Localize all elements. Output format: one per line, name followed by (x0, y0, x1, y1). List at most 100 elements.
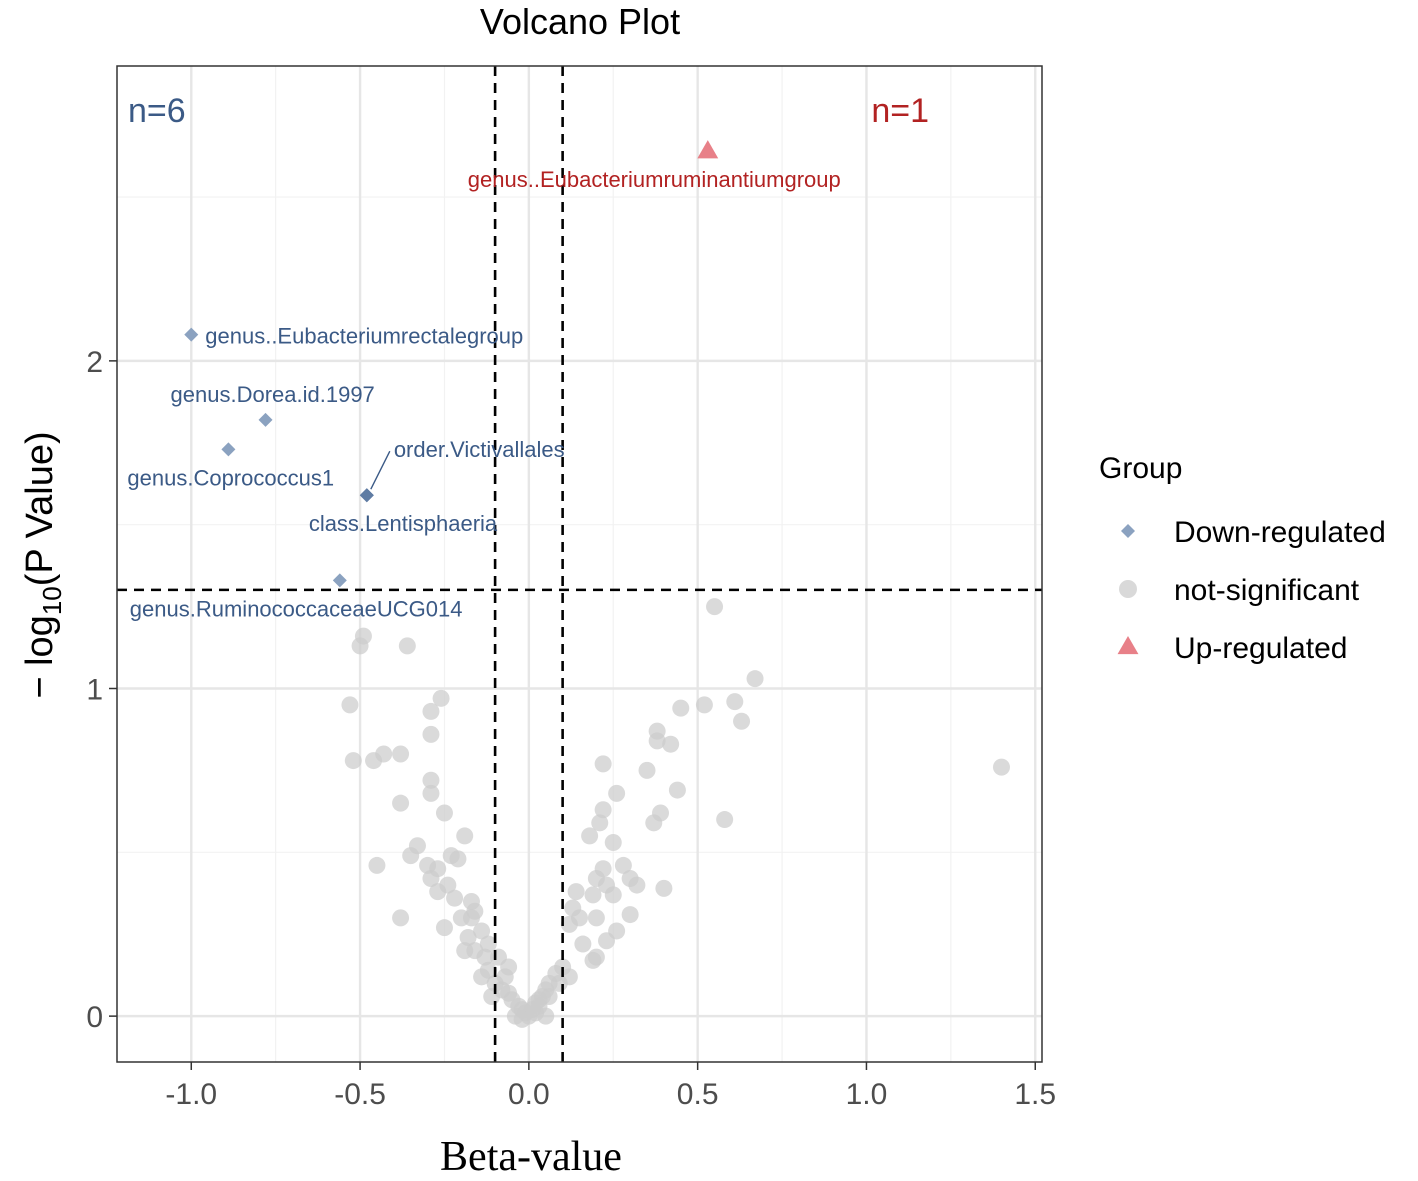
y-tick-label: 1 (86, 674, 103, 707)
not-significant-point (459, 929, 477, 946)
not-significant-point (422, 771, 440, 789)
not-significant-point (446, 889, 464, 907)
x-tick-label: 0.0 (508, 1078, 550, 1111)
not-significant-point (591, 814, 609, 832)
y-axis-label-subscript: 10 (37, 586, 67, 615)
not-significant-point (496, 968, 514, 986)
not-significant-point (992, 758, 1010, 776)
not-significant-point (695, 696, 713, 714)
grid-lines (117, 66, 1042, 1062)
not-significant-point (733, 712, 751, 730)
not-significant-point (473, 922, 491, 940)
not-significant-point (746, 670, 764, 688)
not-significant-point (668, 781, 686, 799)
y-axis-label-prefix: − log (19, 615, 61, 698)
significant-points (184, 140, 719, 588)
not-significant-point (550, 974, 568, 992)
not-significant-point (537, 1007, 555, 1025)
not-significant-point (584, 886, 602, 904)
not-significant-point (706, 598, 724, 616)
not-significant-point (726, 693, 744, 711)
not-significant-point (429, 883, 447, 901)
down-regulated-point (332, 573, 347, 588)
not-significant-point (435, 804, 453, 822)
not-significant-point (587, 909, 605, 927)
x-tick-label: 1.0 (846, 1078, 888, 1111)
not-significant-point (648, 732, 666, 750)
not-significant-point (560, 915, 578, 933)
x-tick-label: -0.5 (334, 1078, 386, 1111)
not-significant-point (594, 801, 612, 819)
up-regulated-count: n=1 (871, 92, 929, 130)
not-significant-point (662, 735, 680, 753)
not-significant-point (483, 987, 501, 1005)
not-significant-point (341, 696, 359, 714)
not-significant-point (473, 968, 491, 986)
not-significant-point (365, 752, 383, 770)
not-significant-point (604, 886, 622, 904)
x-tick-label: 1.5 (1014, 1078, 1056, 1111)
legend-items: Down-regulated not-significant Up-regulate… (1117, 516, 1386, 665)
legend-title: Group (1099, 452, 1182, 485)
not-significant-point (456, 942, 474, 960)
not-significant-point (351, 637, 369, 655)
not-significant-point (456, 827, 474, 845)
not-significant-point (608, 784, 626, 802)
not-significant-point (628, 876, 646, 894)
not-significant-point (432, 689, 450, 707)
legend: Group Down-regulated not-significant Up-re… (1099, 452, 1386, 665)
y-tick-label: 0 (86, 1001, 103, 1034)
legend-item-label: not-significant (1174, 574, 1360, 607)
not-significant-point (614, 856, 632, 874)
not-significant-point (392, 745, 410, 763)
not-significant-points (341, 598, 1010, 1028)
legend-item-label: Up-regulated (1174, 632, 1347, 665)
not-significant-point (422, 725, 440, 743)
up-regulated-point (697, 140, 719, 159)
y-tick-label: 2 (86, 346, 103, 379)
down-regulated-count: n=6 (128, 92, 186, 130)
not-significant-point (479, 935, 497, 953)
not-significant-point (655, 879, 673, 897)
point-label: genus.RuminococcaceaeUCG014 (130, 596, 463, 621)
not-significant-point (584, 951, 602, 969)
point-label: class.Lentisphaeria (309, 511, 498, 536)
not-significant-point (540, 987, 558, 1005)
legend-key-circle (1119, 580, 1137, 598)
not-significant-point (402, 847, 420, 865)
down-regulated-point (184, 327, 199, 342)
not-significant-point (392, 909, 410, 927)
plot-panel-border (116, 65, 1043, 1063)
not-significant-point (449, 850, 467, 868)
point-label: order.Victivallales (394, 437, 565, 462)
legend-key-triangle (1117, 636, 1139, 655)
chart-title: Volcano Plot (480, 1, 680, 42)
not-significant-point (429, 860, 447, 878)
not-significant-point (621, 906, 639, 924)
not-significant-point (716, 811, 734, 829)
point-label: genus.Coprococcus1 (127, 465, 334, 490)
y-axis-label-suffix: (P Value) (19, 431, 61, 586)
not-significant-point (604, 833, 622, 851)
not-significant-point (638, 761, 656, 779)
x-axis-ticks: -1.0 -0.5 0.0 0.5 1.0 1.5 (165, 1062, 1056, 1111)
x-tick-label: -1.0 (165, 1078, 217, 1111)
y-axis-ticks: 0 1 2 (86, 346, 117, 1034)
not-significant-point (581, 827, 599, 845)
x-tick-label: 0.5 (677, 1078, 719, 1111)
not-significant-point (462, 892, 480, 910)
down-regulated-point (359, 488, 374, 503)
not-significant-point (344, 752, 362, 770)
not-significant-point (422, 702, 440, 720)
not-significant-point (598, 932, 616, 950)
y-axis-label: − log10(P Value) (19, 431, 67, 698)
not-significant-point (392, 794, 410, 812)
not-significant-point (462, 909, 480, 927)
not-significant-point (513, 1010, 531, 1028)
down-regulated-point (221, 442, 236, 457)
not-significant-point (594, 755, 612, 773)
not-significant-point (368, 856, 386, 874)
threshold-lines (117, 66, 1042, 1062)
down-regulated-point (258, 412, 273, 427)
